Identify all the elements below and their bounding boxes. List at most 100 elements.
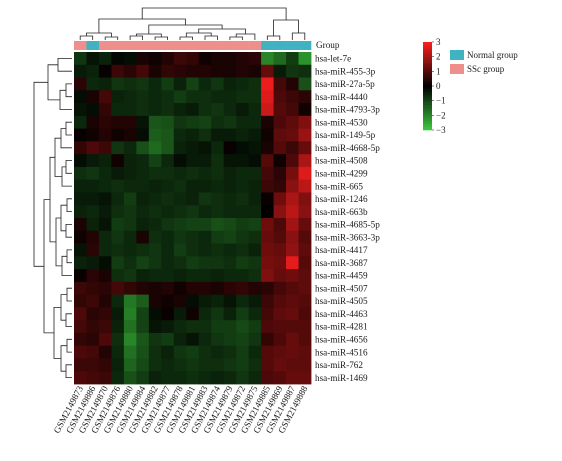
heatmap-cell [273,141,287,155]
row-label: hsa-miR-4440 [315,92,368,102]
heatmap-cell [261,256,274,270]
heatmap-cell [211,52,225,66]
heatmap-cell [198,64,212,78]
heatmap-cell [123,141,137,155]
heatmap-cell [236,218,250,232]
heatmap-cell [173,256,187,270]
heatmap-cell [261,243,274,257]
color-scale-step [423,110,432,113]
row-label: hsa-miR-663b [315,207,368,217]
dendrogram-branch [60,128,72,149]
heatmap-cell [186,128,200,142]
heatmap-cell [261,281,274,296]
heatmap-cell [236,320,250,334]
dendrogram-branch [43,199,54,334]
heatmap-cell [186,90,200,104]
heatmap-cell [286,320,299,334]
heatmap-cell [223,371,237,385]
heatmap-cell [74,192,87,206]
heatmap-cell [211,141,225,155]
row-label: hsa-miR-4685-5p [315,220,380,230]
heatmap-cell [261,345,274,359]
heatmap-cell [261,192,274,206]
heatmap-cell [148,179,162,193]
heatmap-cell [223,128,237,142]
heatmap-cell [161,332,175,347]
heatmap-cell [286,218,299,232]
row-label: hsa-miR-4299 [315,169,368,179]
heatmap-cell [186,332,200,347]
heatmap-cell [161,358,175,372]
heatmap-cell [198,115,212,130]
heatmap-cell [211,128,225,142]
row-dendrogram [33,58,72,378]
heatmap-cell [86,103,100,117]
heatmap-cell [236,141,250,155]
heatmap-cell [223,52,237,66]
heatmap-cell [186,141,200,155]
color-scale-step [423,69,432,72]
heatmap-cell [211,256,225,270]
heatmap-cell [298,205,312,219]
heatmap-cell [248,115,262,130]
heatmap-cell [148,90,162,104]
heatmap-cell [286,103,299,117]
color-scale-tick-label: 3 [436,37,441,47]
color-scale-step [423,52,432,55]
color-scale-step [423,66,432,69]
heatmap-cell [198,358,212,372]
row-label: hsa-miR-3687 [315,258,368,268]
heatmap-cell [286,179,299,193]
heatmap-cell [248,90,262,104]
heatmap-cell [111,269,125,283]
heatmap-cell [186,205,200,219]
heatmap-cell [273,103,287,117]
heatmap-cell [148,154,162,168]
group-annotation-cell [161,41,175,50]
color-scale-step [423,65,432,68]
heatmap-cell [273,294,287,308]
group-legend-label: SSc group [467,64,505,74]
heatmap-cell [148,205,162,219]
heatmap-cell [86,281,100,296]
dendrogram-branch [57,58,72,72]
heatmap-cell [161,371,175,385]
color-scale-step [423,42,432,44]
dendrogram-branch [65,83,72,98]
heatmap-cell [273,179,287,193]
heatmap-cell [136,371,150,385]
heatmap-cell [74,64,87,78]
heatmap-cell [298,358,312,372]
heatmap-cell [198,243,212,257]
dendrogram-branch [129,35,143,40]
heatmap-cell [111,332,125,347]
color-scale-step [423,50,432,53]
heatmap-cell [136,64,150,78]
color-scale-tick-label: 2 [436,52,441,62]
group-annotation-cell [261,41,274,50]
heatmap-cell [186,52,200,66]
heatmap-cell [111,205,125,219]
dendrogram-branch [104,36,119,40]
heatmap-cell [123,166,137,181]
heatmap-cell [286,141,299,155]
color-scale-step [423,49,432,52]
heatmap-cell [98,358,112,372]
heatmap-cell [273,90,287,104]
color-scale-step [423,93,432,96]
heatmap-cell [74,332,87,347]
heatmap-cell [86,256,100,270]
color-scale-step [423,84,432,87]
heatmap-cell [123,103,137,117]
color-scale-tick-label: −3 [436,125,446,135]
color-scale-step [423,61,432,63]
heatmap-cell [286,90,299,104]
heatmap-cell [86,218,100,232]
group-annotation-cell [98,41,112,50]
heatmap-cell [86,230,100,244]
heatmap-cell [211,243,225,257]
heatmap-cell [223,243,237,257]
heatmap-cell [211,307,225,321]
heatmap-cell [161,115,175,130]
